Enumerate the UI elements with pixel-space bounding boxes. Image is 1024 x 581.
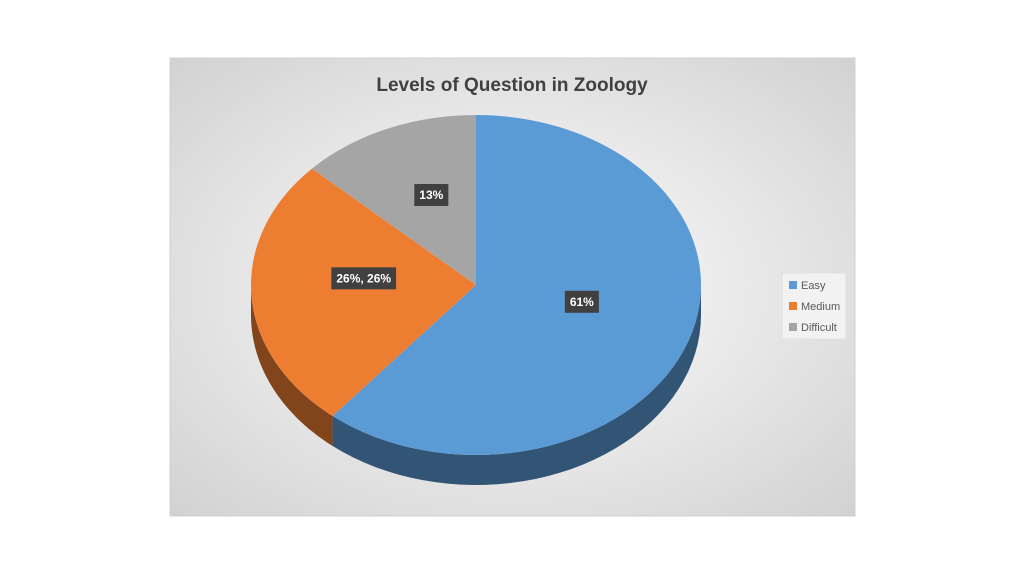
chart-title: Levels of Question in Zoology [376, 75, 648, 96]
legend-label: Difficult [801, 322, 837, 334]
data-label-box [331, 267, 397, 290]
data-label-text: 26%, 26% [336, 272, 391, 286]
slice [311, 115, 476, 285]
data-label-text: 61% [570, 295, 594, 309]
legend-swatch [789, 281, 797, 289]
data-label: 13% [414, 183, 449, 206]
slice-side [332, 285, 701, 485]
legend-label: Easy [801, 280, 826, 292]
slice [332, 115, 702, 455]
data-label-box [564, 290, 599, 313]
legend-label: Medium [801, 301, 840, 313]
data-label: 61% [564, 290, 599, 313]
plot: 61% 26%, 26% 13% [250, 115, 702, 485]
data-label: 26%, 26% [331, 267, 397, 290]
slice [250, 168, 476, 416]
data-label-text: 13% [419, 188, 443, 202]
slice-side [251, 285, 333, 446]
legend-swatch [789, 302, 797, 310]
legend: Easy Medium Difficult [781, 272, 847, 340]
data-label-box [414, 183, 449, 206]
legend-swatch [789, 323, 797, 331]
